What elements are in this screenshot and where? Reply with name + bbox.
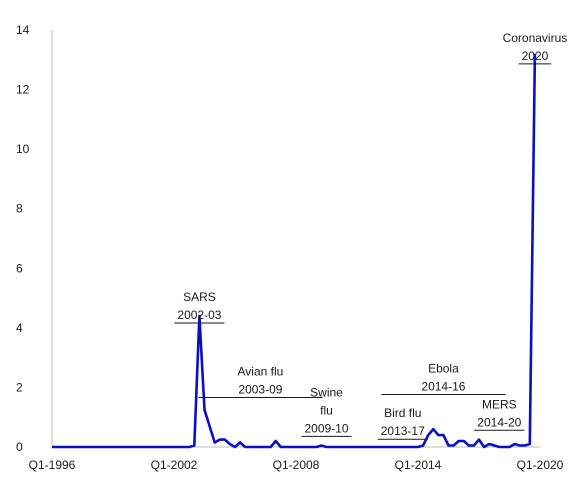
- annotation-swine: Swine flu 2009-10: [301, 385, 352, 437]
- annotation-text: Ebola: [428, 362, 459, 376]
- annotation-text: Swine: [310, 385, 343, 399]
- annotation-text: flu: [320, 403, 333, 417]
- series-group: [52, 53, 537, 449]
- annotation-ebola: Ebola 2014-16: [381, 362, 506, 396]
- annotation-text: Coronavirus: [503, 31, 568, 45]
- annotation-bird-flu: Bird flu 2013-17: [377, 406, 428, 440]
- annotation-text: 2014-16: [421, 380, 465, 394]
- x-tick-label: Q1-2014: [395, 458, 442, 472]
- x-tick-label: Q1-2008: [273, 458, 320, 472]
- annotation-mers: MERS 2014-20: [474, 397, 525, 431]
- annotation-text: SARS: [183, 290, 216, 304]
- x-tick-label: Q1-1996: [29, 458, 76, 472]
- x-tick-label: Q1-2020: [517, 458, 564, 472]
- y-tick-label: 8: [16, 202, 23, 216]
- annotation-text: 2009-10: [304, 421, 348, 435]
- y-axis: 0 2 4 6 8 10 12 14: [16, 23, 53, 454]
- y-tick-label: 10: [16, 142, 30, 156]
- y-tick-label: 0: [16, 440, 23, 454]
- annotation-sars: SARS 2002-03: [174, 290, 225, 324]
- y-tick-label: 6: [16, 261, 23, 275]
- annotation-text: MERS: [482, 397, 517, 411]
- x-axis: Q1-1996 Q1-2002 Q1-2008 Q1-2014 Q1-2020: [29, 446, 564, 472]
- annotation-text: 2013-17: [381, 424, 425, 438]
- annotation-text: 2014-20: [477, 415, 521, 429]
- annotation-text: 2002-03: [177, 308, 221, 322]
- y-tick-label: 12: [16, 83, 30, 97]
- x-tick-label: Q1-2002: [151, 458, 198, 472]
- y-tick-label: 2: [16, 380, 23, 394]
- annotation-text: Bird flu: [384, 406, 421, 420]
- annotation-avian-flu: Avian flu 2003-09: [198, 365, 323, 399]
- series-line: [52, 53, 537, 449]
- annotation-coronavirus: Coronavirus 2020: [503, 31, 568, 65]
- y-tick-label: 14: [16, 23, 30, 37]
- annotations: SARS 2002-03 Avian flu 2003-09 Swine flu 2009-…: [174, 31, 568, 440]
- annotation-text: 2020: [522, 49, 549, 63]
- annotation-text: 2003-09: [238, 383, 282, 397]
- y-tick-label: 4: [16, 321, 23, 335]
- annotation-text: Avian flu: [238, 365, 284, 379]
